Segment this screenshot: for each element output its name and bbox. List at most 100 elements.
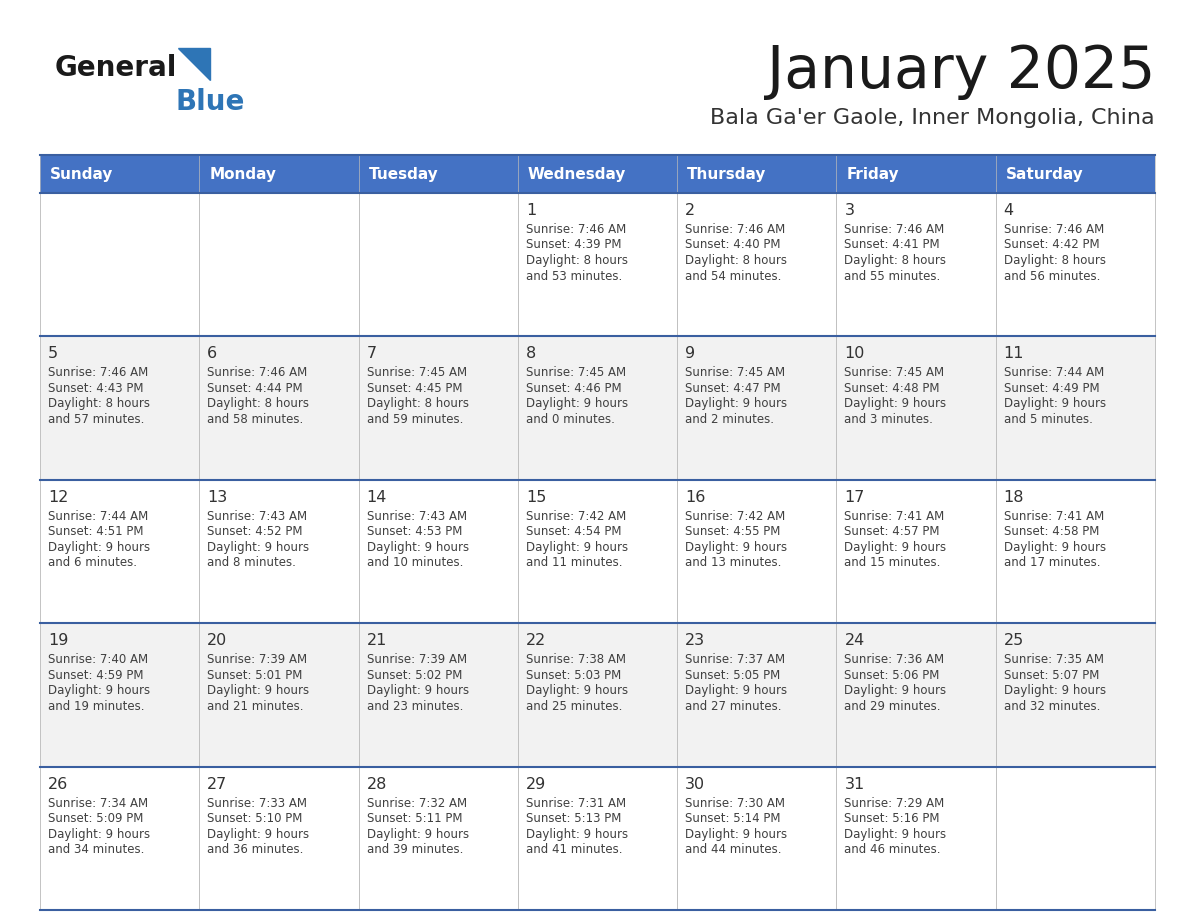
Text: and 21 minutes.: and 21 minutes. [207, 700, 304, 712]
Text: Sunrise: 7:36 AM: Sunrise: 7:36 AM [845, 654, 944, 666]
Text: Sunset: 4:55 PM: Sunset: 4:55 PM [685, 525, 781, 538]
Text: Daylight: 9 hours: Daylight: 9 hours [685, 684, 788, 697]
Text: Daylight: 8 hours: Daylight: 8 hours [367, 397, 468, 410]
Text: Sunset: 4:39 PM: Sunset: 4:39 PM [526, 239, 621, 252]
Text: and 3 minutes.: and 3 minutes. [845, 413, 934, 426]
Bar [359, 193, 518, 336]
Text: and 25 minutes.: and 25 minutes. [526, 700, 623, 712]
Bar [200, 480, 359, 623]
Text: Sunrise: 7:45 AM: Sunrise: 7:45 AM [845, 366, 944, 379]
Text: Sunrise: 7:32 AM: Sunrise: 7:32 AM [367, 797, 467, 810]
Text: and 57 minutes.: and 57 minutes. [48, 413, 145, 426]
Text: Daylight: 9 hours: Daylight: 9 hours [845, 684, 947, 697]
Text: 19: 19 [48, 633, 69, 648]
Text: and 2 minutes.: and 2 minutes. [685, 413, 775, 426]
Text: Sunrise: 7:43 AM: Sunrise: 7:43 AM [207, 509, 308, 522]
Text: 23: 23 [685, 633, 706, 648]
Bar [359, 623, 518, 767]
Text: 4: 4 [1004, 203, 1013, 218]
Text: Daylight: 8 hours: Daylight: 8 hours [526, 254, 627, 267]
Text: and 6 minutes.: and 6 minutes. [48, 556, 137, 569]
Text: 9: 9 [685, 346, 695, 362]
Text: Sunset: 4:47 PM: Sunset: 4:47 PM [685, 382, 781, 395]
Text: 28: 28 [367, 777, 387, 791]
Bar [518, 767, 677, 910]
Text: 7: 7 [367, 346, 377, 362]
Text: Daylight: 9 hours: Daylight: 9 hours [526, 397, 628, 410]
Text: Sunrise: 7:35 AM: Sunrise: 7:35 AM [1004, 654, 1104, 666]
Polygon shape [178, 48, 210, 80]
Text: General: General [55, 54, 177, 82]
Text: 24: 24 [845, 633, 865, 648]
Text: Daylight: 9 hours: Daylight: 9 hours [207, 541, 309, 554]
Text: Sunset: 4:40 PM: Sunset: 4:40 PM [685, 239, 781, 252]
Text: Sunset: 4:53 PM: Sunset: 4:53 PM [367, 525, 462, 538]
Text: and 27 minutes.: and 27 minutes. [685, 700, 782, 712]
Text: Sunset: 5:14 PM: Sunset: 5:14 PM [685, 812, 781, 825]
Text: Sunset: 4:45 PM: Sunset: 4:45 PM [367, 382, 462, 395]
Text: Daylight: 9 hours: Daylight: 9 hours [367, 684, 469, 697]
Text: Sunset: 5:13 PM: Sunset: 5:13 PM [526, 812, 621, 825]
Text: Sunrise: 7:39 AM: Sunrise: 7:39 AM [207, 654, 308, 666]
Text: Sunrise: 7:44 AM: Sunrise: 7:44 AM [48, 509, 148, 522]
Text: 5: 5 [48, 346, 58, 362]
Text: and 34 minutes.: and 34 minutes. [48, 843, 145, 856]
Bar [359, 155, 518, 193]
Text: Sunset: 4:49 PM: Sunset: 4:49 PM [1004, 382, 1099, 395]
Bar [518, 336, 677, 480]
Bar [40, 623, 200, 767]
Bar [40, 155, 200, 193]
Text: Sunrise: 7:44 AM: Sunrise: 7:44 AM [1004, 366, 1104, 379]
Text: 2: 2 [685, 203, 695, 218]
Text: and 19 minutes.: and 19 minutes. [48, 700, 145, 712]
Text: 10: 10 [845, 346, 865, 362]
Text: and 56 minutes.: and 56 minutes. [1004, 270, 1100, 283]
Text: 8: 8 [526, 346, 536, 362]
Text: and 8 minutes.: and 8 minutes. [207, 556, 296, 569]
Bar [518, 623, 677, 767]
Text: Sunset: 4:57 PM: Sunset: 4:57 PM [845, 525, 940, 538]
Text: Sunset: 5:16 PM: Sunset: 5:16 PM [845, 812, 940, 825]
Text: 31: 31 [845, 777, 865, 791]
Text: Sunrise: 7:46 AM: Sunrise: 7:46 AM [845, 223, 944, 236]
Text: and 46 minutes.: and 46 minutes. [845, 843, 941, 856]
Text: Sunset: 4:59 PM: Sunset: 4:59 PM [48, 668, 144, 682]
Text: Sunrise: 7:45 AM: Sunrise: 7:45 AM [685, 366, 785, 379]
Text: Daylight: 9 hours: Daylight: 9 hours [685, 397, 788, 410]
Bar [996, 193, 1155, 336]
Text: Sunset: 4:42 PM: Sunset: 4:42 PM [1004, 239, 1099, 252]
Text: Daylight: 9 hours: Daylight: 9 hours [845, 541, 947, 554]
Text: and 36 minutes.: and 36 minutes. [207, 843, 304, 856]
Text: and 32 minutes.: and 32 minutes. [1004, 700, 1100, 712]
Text: Daylight: 9 hours: Daylight: 9 hours [685, 541, 788, 554]
Text: 18: 18 [1004, 490, 1024, 505]
Text: and 23 minutes.: and 23 minutes. [367, 700, 463, 712]
Text: Sunday: Sunday [50, 166, 113, 182]
Text: Thursday: Thursday [687, 166, 766, 182]
Text: Daylight: 9 hours: Daylight: 9 hours [367, 541, 469, 554]
Text: Daylight: 9 hours: Daylight: 9 hours [367, 828, 469, 841]
Text: and 41 minutes.: and 41 minutes. [526, 843, 623, 856]
Text: Sunrise: 7:46 AM: Sunrise: 7:46 AM [207, 366, 308, 379]
Bar [200, 767, 359, 910]
Text: and 55 minutes.: and 55 minutes. [845, 270, 941, 283]
Text: Sunset: 4:51 PM: Sunset: 4:51 PM [48, 525, 144, 538]
Bar [359, 767, 518, 910]
Text: Sunset: 5:05 PM: Sunset: 5:05 PM [685, 668, 781, 682]
Bar [836, 336, 996, 480]
Text: Sunset: 4:58 PM: Sunset: 4:58 PM [1004, 525, 1099, 538]
Bar [677, 193, 836, 336]
Text: Sunrise: 7:46 AM: Sunrise: 7:46 AM [685, 223, 785, 236]
Bar [359, 480, 518, 623]
Text: and 13 minutes.: and 13 minutes. [685, 556, 782, 569]
Text: Sunset: 4:48 PM: Sunset: 4:48 PM [845, 382, 940, 395]
Text: and 10 minutes.: and 10 minutes. [367, 556, 463, 569]
Text: 13: 13 [207, 490, 228, 505]
Text: 11: 11 [1004, 346, 1024, 362]
Bar [40, 767, 200, 910]
Text: and 0 minutes.: and 0 minutes. [526, 413, 614, 426]
Bar [677, 623, 836, 767]
Bar [40, 480, 200, 623]
Text: Daylight: 9 hours: Daylight: 9 hours [685, 828, 788, 841]
Text: Sunset: 4:41 PM: Sunset: 4:41 PM [845, 239, 940, 252]
